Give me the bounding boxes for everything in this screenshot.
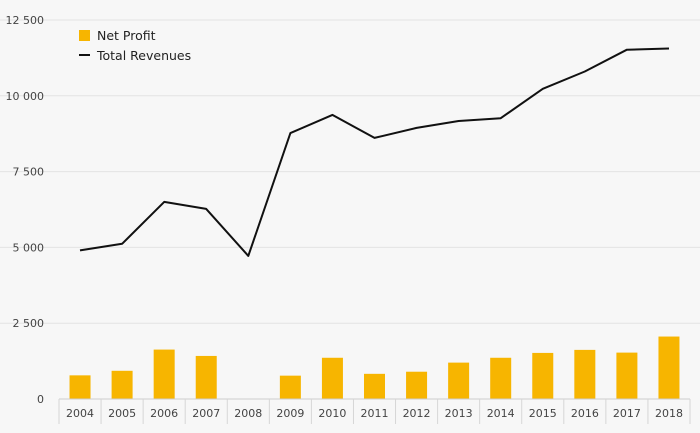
legend-swatch-net-profit bbox=[79, 30, 90, 41]
x-tick-label: 2015 bbox=[529, 407, 557, 420]
y-tick-label: 5 000 bbox=[13, 241, 45, 254]
net-profit-bar bbox=[111, 370, 133, 399]
net-profit-bar bbox=[279, 375, 301, 399]
net-profit-bar bbox=[406, 371, 428, 399]
x-tick-label: 2018 bbox=[655, 407, 683, 420]
x-tick-label: 2011 bbox=[361, 407, 389, 420]
net-profit-bar bbox=[364, 373, 385, 399]
x-tick-label: 2008 bbox=[234, 407, 262, 420]
net-profit-bar bbox=[532, 352, 554, 399]
total-revenues-line-layer bbox=[79, 47, 670, 257]
net-profit-bars bbox=[69, 336, 680, 399]
x-tick-label: 2014 bbox=[487, 407, 515, 420]
x-tick-label: 2013 bbox=[445, 407, 473, 420]
net-profit-bar bbox=[448, 362, 470, 399]
net-profit-bar bbox=[195, 355, 217, 399]
x-tick-label: 2007 bbox=[192, 407, 220, 420]
y-tick-label: 2 500 bbox=[13, 317, 45, 330]
x-tick-label: 2004 bbox=[66, 407, 94, 420]
y-tick-label: 0 bbox=[37, 393, 44, 406]
x-tick-label: 2016 bbox=[571, 407, 599, 420]
x-axis-separators bbox=[58, 399, 691, 424]
x-tick-label: 2012 bbox=[403, 407, 431, 420]
x-tick-label: 2006 bbox=[150, 407, 178, 420]
y-tick-label: 7 500 bbox=[13, 166, 45, 179]
x-tick-label: 2009 bbox=[276, 407, 304, 420]
net-profit-bar bbox=[658, 336, 680, 399]
net-profit-bar bbox=[574, 349, 596, 399]
y-axis-tick-labels: 0 2 500 5 000 7 500 10 000 12 500 bbox=[6, 14, 45, 406]
legend-label-net-profit: Net Profit bbox=[97, 28, 156, 43]
y-tick-label: 12 500 bbox=[6, 14, 45, 27]
gridlines bbox=[0, 19, 700, 324]
net-profit-bar bbox=[69, 375, 91, 399]
x-axis-tick-labels: 2004 2005 2006 2007 2008 2009 2010 2011 2012 2013… bbox=[66, 407, 683, 420]
total-revenues-line bbox=[79, 47, 670, 257]
legend: Net Profit Total Revenues bbox=[79, 28, 191, 63]
x-tick-label: 2005 bbox=[108, 407, 136, 420]
y-tick-label: 10 000 bbox=[6, 90, 45, 103]
net-profit-bar bbox=[490, 357, 512, 399]
net-profit-bar bbox=[616, 352, 638, 399]
net-profit-bar bbox=[321, 357, 343, 399]
net-profit-bar bbox=[153, 349, 175, 399]
x-tick-label: 2017 bbox=[613, 407, 641, 420]
legend-label-total-revenues: Total Revenues bbox=[96, 48, 191, 63]
x-tick-label: 2010 bbox=[318, 407, 346, 420]
